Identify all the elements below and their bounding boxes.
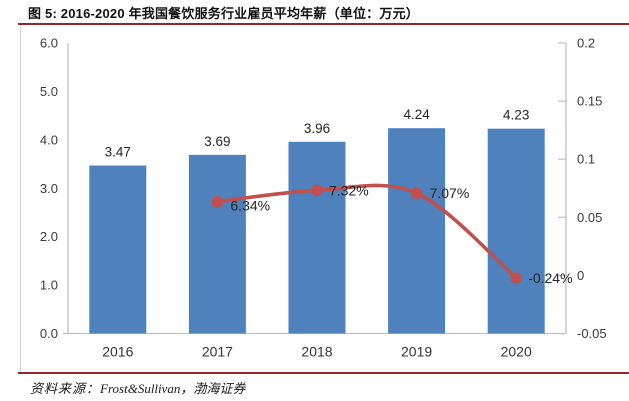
bar-value-label: 3.47 [105, 144, 131, 159]
line-marker-2020 [510, 272, 522, 284]
bar-2019 [388, 128, 446, 334]
chart-frame-border [20, 25, 629, 372]
left-axis-tick-label: 1.0 [40, 278, 58, 293]
bottom-rule-line [18, 372, 629, 374]
x-axis-label-2020: 2020 [501, 344, 532, 360]
left-axis-tick-label: 6.0 [40, 36, 58, 51]
bar-2020 [487, 128, 545, 334]
x-axis-label-2016: 2016 [102, 344, 133, 360]
left-axis-tick-label: 3.0 [40, 181, 58, 196]
figure-source: 资料来源：Frost&Sullivan，渤海证券 [30, 378, 625, 397]
bar-value-label: 4.23 [503, 108, 529, 123]
right-axis-tick-label: 0.15 [577, 94, 602, 109]
right-axis-tick-label: 0.05 [577, 210, 602, 225]
bar-2016 [89, 165, 147, 334]
growth-line [215, 183, 518, 280]
source-label: 资料来源： [30, 381, 101, 396]
x-axis-label-2017: 2017 [202, 344, 233, 360]
line-marker-2018 [311, 184, 323, 197]
x-axis-label-2019: 2019 [401, 344, 432, 360]
line-marker-2019 [410, 187, 423, 200]
line-value-label: -0.24% [528, 270, 572, 286]
bar-value-label: 4.24 [403, 107, 430, 122]
chart-canvas: 6.0 5.0 4.0 3.0 2.0 1.0 0.0 0.2 0.15 0.1 0.05 0 -0.0… [40, 36, 607, 360]
left-axis-tick-label: 2.0 [40, 229, 58, 244]
line-marker-2017 [211, 195, 224, 208]
bar-value-label: 3.69 [204, 134, 230, 149]
left-axis-tick-label: 5.0 [40, 84, 58, 99]
right-axis-tick-label: 0 [577, 268, 584, 283]
right-axis-tick-label: 0.2 [577, 36, 595, 51]
bar-2017 [188, 154, 246, 334]
right-axis-tick-label: -0.05 [577, 326, 607, 341]
left-axis-tick-label: 0.0 [40, 326, 58, 341]
source-text: Frost&Sullivan，渤海证券 [100, 381, 246, 396]
title-rule-line [18, 23, 629, 25]
left-axis-tick-label: 4.0 [40, 132, 58, 147]
bar-value-label: 3.96 [304, 121, 330, 136]
line-value-label: 7.32% [329, 182, 369, 198]
line-value-label: 7.07% [430, 185, 470, 201]
x-axis-label-2018: 2018 [301, 344, 332, 360]
line-value-label: 6.34% [230, 198, 270, 214]
bar-2018 [288, 141, 346, 334]
figure-title: 图 5: 2016-2020 年我国餐饮服务行业雇员平均年薪（单位：万元） [28, 6, 419, 21]
right-axis-tick-label: 0.1 [577, 152, 595, 167]
